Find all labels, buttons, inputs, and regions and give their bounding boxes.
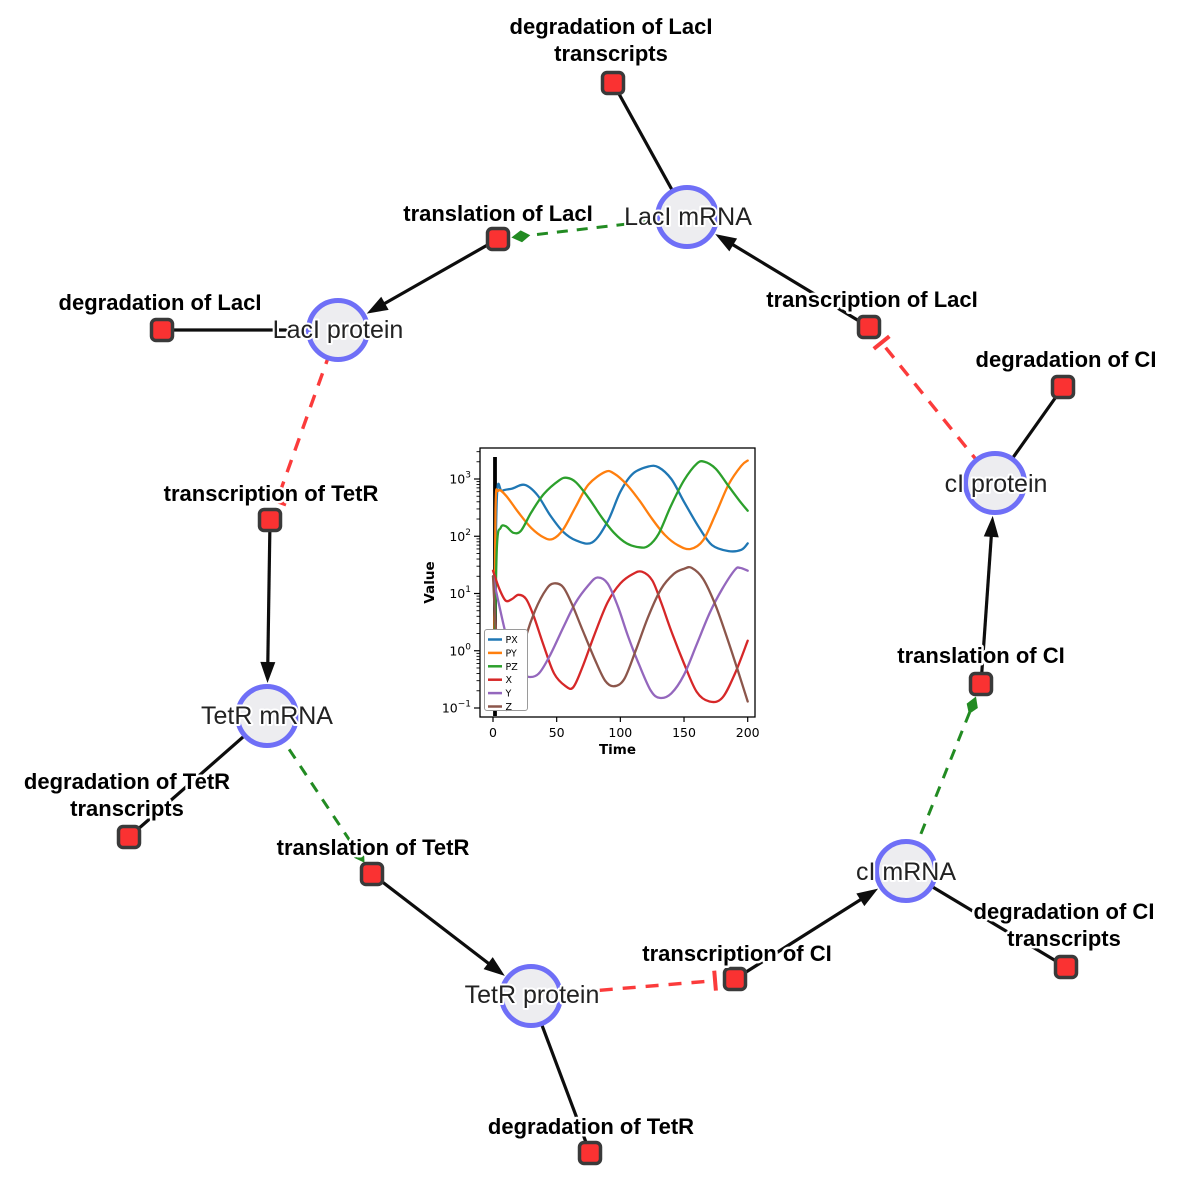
arrowhead-icon: [715, 234, 738, 252]
reaction-label-translation-laci: translation of LacI: [403, 201, 592, 226]
species-node-ci-mrna[interactable]: [874, 839, 938, 903]
series-line-X: [491, 569, 749, 704]
x-tick-label: 100: [608, 725, 632, 740]
reaction-node-transcription-ci[interactable]: [722, 966, 748, 992]
edge-product-transcription-ci-ci-mrna: [734, 893, 869, 981]
reaction-node-deg-laci[interactable]: [149, 317, 175, 343]
species-label-tetr-mrna: TetR mRNA: [201, 702, 333, 730]
edge-product-translation-ci-ci-protein: [979, 527, 994, 685]
x-tick-label: 0: [489, 725, 497, 740]
nodes-layer: [116, 70, 1079, 1166]
y-tick-label: 102: [449, 528, 471, 544]
x-tick-label: 150: [672, 725, 696, 740]
species-node-tetr-protein[interactable]: [499, 964, 563, 1028]
reaction-label-deg-laci: degradation of LacI: [59, 290, 262, 315]
species-node-laci-protein[interactable]: [306, 298, 370, 362]
legend-label-PX: PX: [506, 635, 519, 646]
arrowhead-icon: [483, 957, 505, 976]
reaction-node-deg-tetr-transcripts[interactable]: [116, 824, 142, 850]
reaction-label-deg-ci: degradation of CI: [976, 347, 1157, 372]
reaction-label-transcription-tetr: transcription of TetR: [164, 481, 379, 506]
species-label-laci-protein: LacI protein: [273, 316, 404, 344]
legend-label-Z: Z: [506, 702, 513, 713]
species-label-ci-protein: cI protein: [945, 470, 1048, 498]
y-tick-label: 103: [449, 471, 471, 487]
y-tick-label: 10−1: [442, 700, 471, 716]
modifier-arrowhead-icon: [511, 230, 531, 243]
axes-spines: [479, 447, 756, 718]
labels-layer: degradation of LacItranscriptstranslatio…: [21, 12, 1159, 1142]
reaction-label-deg-ci-transcripts: degradation of CI: [974, 899, 1155, 924]
reaction-label-deg-laci-transcripts: degradation of LacI: [510, 14, 713, 39]
series-line-PX: [493, 464, 749, 670]
inhibition-tbar-icon: [266, 495, 287, 507]
reaction-node-translation-laci[interactable]: [485, 226, 511, 252]
edge-product-transcription-tetr-tetr-mrna: [266, 519, 272, 672]
series-line-PZ: [493, 460, 749, 682]
reaction-node-deg-laci-transcripts[interactable]: [600, 70, 626, 96]
legend-label-PY: PY: [506, 648, 518, 659]
legend-frame: [484, 629, 528, 711]
reaction-label-transcription-laci: transcription of LacI: [766, 287, 977, 312]
legend-label-X: X: [506, 675, 513, 686]
arrowhead-icon: [856, 888, 879, 907]
reaction-label-translation-tetr: translation of TetR: [277, 835, 470, 860]
species-node-tetr-mrna[interactable]: [235, 684, 299, 748]
edge-product-translation-tetr-tetr-protein: [371, 872, 497, 970]
plot-legend: PX PY PZ XYZ: [484, 629, 528, 713]
modifier-arrowhead-icon: [353, 846, 365, 863]
arrowhead-icon: [366, 296, 389, 314]
reaction-label-deg-tetr-transcripts: transcripts: [70, 796, 184, 821]
reaction-node-deg-ci-transcripts[interactable]: [1053, 954, 1079, 980]
inhibition-tbar-icon: [872, 334, 891, 351]
x-tick-label: 50: [549, 725, 565, 740]
y-tick-label: 100: [449, 642, 471, 658]
curves-layer: [491, 459, 749, 712]
reaction-label-translation-ci: translation of CI: [897, 643, 1064, 668]
reaction-node-translation-ci[interactable]: [968, 671, 994, 697]
y-axis-label: Value: [422, 561, 438, 603]
x-tick-label: 200: [736, 725, 760, 740]
x-axis-label: Time: [599, 742, 636, 758]
species-label-laci-mrna: LacI mRNA: [624, 203, 752, 231]
modifier-arrowhead-icon: [966, 696, 978, 715]
edge-product-transcription-laci-laci-mrna: [724, 238, 870, 329]
reaction-node-transcription-laci[interactable]: [856, 314, 882, 340]
species-node-ci-protein[interactable]: [963, 451, 1027, 515]
reaction-node-deg-ci[interactable]: [1050, 374, 1076, 400]
reaction-label-deg-tetr-transcripts: degradation of TetR: [24, 769, 230, 794]
series-line-PY: [493, 459, 749, 675]
reaction-node-translation-tetr[interactable]: [359, 861, 385, 887]
reaction-label-deg-laci-transcripts: transcripts: [554, 41, 668, 66]
y-tick-label: 101: [449, 585, 471, 601]
arrowhead-icon: [260, 661, 276, 684]
species-label-tetr-protein: TetR protein: [465, 981, 600, 1009]
edge-product-translation-laci-laci-protein: [376, 237, 499, 310]
reaction-node-deg-tetr[interactable]: [577, 1140, 603, 1166]
inhibition-tbar-icon: [712, 970, 718, 991]
reaction-label-transcription-ci: transcription of CI: [642, 941, 831, 966]
arrowhead-icon: [983, 515, 999, 538]
legend-label-PZ: PZ: [506, 662, 519, 673]
legend-label-Y: Y: [505, 689, 512, 700]
species-node-laci-mrna[interactable]: [655, 185, 719, 249]
species-label-ci-mrna: cI mRNA: [856, 858, 956, 886]
reaction-node-transcription-tetr[interactable]: [257, 507, 283, 533]
reaction-label-deg-ci-transcripts: transcripts: [1007, 926, 1121, 951]
reaction-label-deg-tetr: degradation of TetR: [488, 1114, 694, 1139]
